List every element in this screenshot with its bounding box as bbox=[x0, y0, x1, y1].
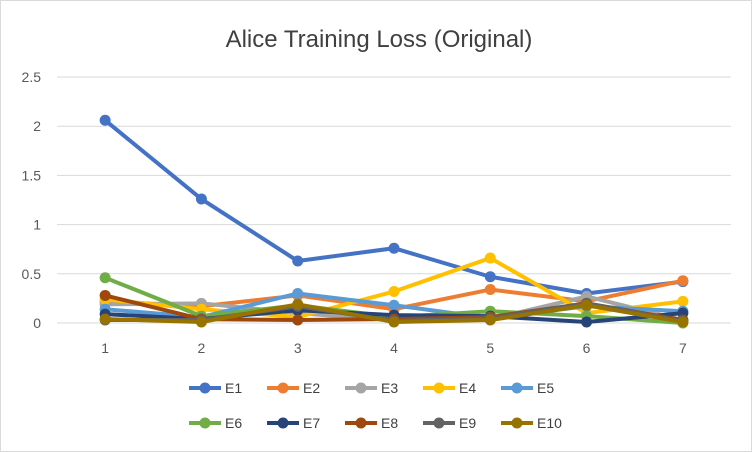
data-point bbox=[195, 316, 207, 328]
data-point bbox=[388, 242, 400, 254]
x-tick-label: 1 bbox=[101, 340, 109, 356]
legend-item-e4: E4 bbox=[423, 380, 476, 396]
y-tick-label: 0.5 bbox=[22, 266, 42, 282]
legend-label: E9 bbox=[459, 415, 476, 431]
legend-item-e6: E6 bbox=[189, 415, 242, 431]
data-point bbox=[292, 298, 304, 310]
data-point bbox=[484, 284, 496, 296]
legend-swatch-marker bbox=[199, 417, 211, 429]
legend-swatch-marker bbox=[433, 382, 445, 394]
legend-item-e5: E5 bbox=[501, 380, 554, 396]
data-point bbox=[484, 271, 496, 283]
legend-swatch-marker bbox=[355, 382, 367, 394]
legend-swatch-marker bbox=[199, 382, 211, 394]
legend-item-e7: E7 bbox=[267, 415, 320, 431]
y-tick-label: 2 bbox=[33, 118, 41, 134]
legend-item-e3: E3 bbox=[345, 380, 398, 396]
x-axis-labels: 1 2 3 4 5 6 7 bbox=[101, 340, 687, 356]
legend-item-e2: E2 bbox=[267, 380, 320, 396]
data-point bbox=[581, 299, 593, 311]
series-line bbox=[103, 118, 685, 296]
data-point bbox=[99, 313, 111, 325]
x-tick-label: 7 bbox=[679, 340, 687, 356]
data-point bbox=[677, 275, 689, 287]
y-tick-label: 1 bbox=[33, 217, 41, 233]
legend-swatch-marker bbox=[277, 417, 289, 429]
legend-swatch-marker bbox=[511, 417, 523, 429]
legend-label: E2 bbox=[303, 380, 320, 396]
legend-item-e8: E8 bbox=[345, 415, 398, 431]
x-tick-label: 5 bbox=[486, 340, 494, 356]
data-point bbox=[388, 299, 400, 311]
data-point bbox=[99, 289, 111, 301]
legend-label: E5 bbox=[537, 380, 554, 396]
series-e1 bbox=[99, 114, 689, 299]
y-tick-label: 0 bbox=[33, 315, 41, 331]
legend-item-e9: E9 bbox=[423, 415, 476, 431]
data-point bbox=[484, 252, 496, 264]
legend-label: E6 bbox=[225, 415, 242, 431]
data-point bbox=[292, 314, 304, 326]
legend-label: E4 bbox=[459, 380, 476, 396]
legend: E1 E2 E3 E4 E5 E6 E7 E8 E9 E10 bbox=[189, 380, 562, 431]
legend-swatch-marker bbox=[355, 417, 367, 429]
data-point bbox=[292, 255, 304, 267]
data-point bbox=[484, 314, 496, 326]
chart-title: Alice Training Loss (Original) bbox=[226, 26, 533, 53]
legend-label: E10 bbox=[537, 415, 562, 431]
legend-label: E1 bbox=[225, 380, 242, 396]
data-point bbox=[677, 295, 689, 307]
series-layer bbox=[99, 114, 689, 329]
data-point bbox=[292, 287, 304, 299]
legend-item-e1: E1 bbox=[189, 380, 242, 396]
legend-swatch-marker bbox=[511, 382, 523, 394]
legend-swatch-marker bbox=[433, 417, 445, 429]
legend-item-e10: E10 bbox=[501, 415, 562, 431]
legend-label: E7 bbox=[303, 415, 320, 431]
data-point bbox=[388, 316, 400, 328]
x-tick-label: 4 bbox=[390, 340, 398, 356]
data-point bbox=[388, 286, 400, 298]
x-tick-label: 6 bbox=[583, 340, 591, 356]
x-tick-label: 2 bbox=[198, 340, 206, 356]
data-point bbox=[677, 316, 689, 328]
data-point bbox=[99, 272, 111, 284]
series-e10 bbox=[99, 298, 689, 328]
legend-label: E8 bbox=[381, 415, 398, 431]
data-point bbox=[581, 316, 593, 328]
legend-swatch-marker bbox=[277, 382, 289, 394]
grid-layer bbox=[57, 76, 731, 324]
y-tick-label: 1.5 bbox=[22, 167, 42, 183]
x-tick-label: 3 bbox=[294, 340, 302, 356]
data-point bbox=[195, 193, 207, 205]
y-axis-labels: 0 0.5 1 1.5 2 2.5 bbox=[22, 69, 42, 331]
y-tick-label: 2.5 bbox=[22, 69, 42, 85]
legend-label: E3 bbox=[381, 380, 398, 396]
data-point bbox=[99, 114, 111, 126]
